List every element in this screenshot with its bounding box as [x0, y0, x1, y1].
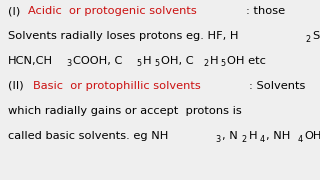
Text: Acidic  or protogenic solvents: Acidic or protogenic solvents — [28, 6, 197, 16]
Text: 4: 4 — [298, 134, 303, 143]
Text: HCN,CH: HCN,CH — [8, 56, 53, 66]
Text: Basic  or protophillic solvents: Basic or protophillic solvents — [33, 81, 201, 91]
Text: H: H — [249, 131, 257, 141]
Text: 3: 3 — [66, 60, 71, 69]
Text: , NH: , NH — [266, 131, 291, 141]
Text: 5: 5 — [221, 60, 226, 69]
Text: (II): (II) — [8, 81, 27, 91]
Text: Solvents radially loses protons eg. HF, H: Solvents radially loses protons eg. HF, … — [8, 31, 238, 41]
Text: : Solvents: : Solvents — [249, 81, 306, 91]
Text: OH, C: OH, C — [161, 56, 194, 66]
Text: OH: OH — [305, 131, 320, 141]
Text: COOH, C: COOH, C — [73, 56, 122, 66]
Text: : those: : those — [246, 6, 285, 16]
Text: 2: 2 — [203, 60, 208, 69]
Text: 5: 5 — [137, 60, 142, 69]
Text: 3: 3 — [215, 134, 220, 143]
Text: , N: , N — [221, 131, 237, 141]
Text: 2: 2 — [242, 134, 247, 143]
Text: 2: 2 — [305, 35, 310, 44]
Text: H: H — [143, 56, 152, 66]
Text: (I): (I) — [8, 6, 24, 16]
Text: 5: 5 — [154, 60, 159, 69]
Text: called basic solvents. eg NH: called basic solvents. eg NH — [8, 131, 168, 141]
Text: which radially gains or accept  protons is: which radially gains or accept protons i… — [8, 106, 242, 116]
Text: H: H — [210, 56, 218, 66]
Text: OH etc: OH etc — [227, 56, 266, 66]
Text: SO4,: SO4, — [312, 31, 320, 41]
Text: 4: 4 — [260, 134, 265, 143]
